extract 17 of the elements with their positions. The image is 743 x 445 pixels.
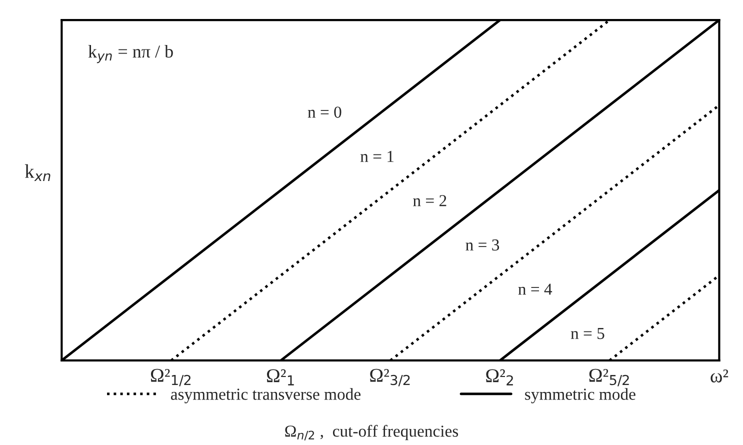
series-label: n = 0: [308, 106, 342, 118]
x-tick-label: ω²: [710, 369, 728, 382]
series-label: n = 2: [413, 195, 446, 206]
series-label: n = 5: [570, 328, 604, 340]
series-label: n = 3: [466, 239, 500, 251]
x-tick-label: Ω²$_{1/2}$: [150, 368, 190, 386]
x-tick-label: Ω²$_{1}$: [266, 369, 294, 386]
annotation: k$_{yn}$ = nπ / b: [88, 44, 173, 64]
x-tick-label: Ω²$_{2}$: [486, 369, 513, 386]
text: Ω$_{n/2}$ , cut-off frequencies: [285, 424, 458, 440]
x-tick-label: Ω²$_{5/2}$: [589, 368, 629, 386]
x-tick-label: Ω²$_{3/2}$: [370, 368, 410, 386]
y-axis-title: k$_{xn}$: [24, 164, 50, 181]
series-label: n = 4: [518, 284, 552, 295]
text: symmetric mode: [525, 388, 636, 404]
text: asymmetric transverse mode: [170, 388, 360, 404]
series-label: n = 1: [360, 150, 394, 162]
